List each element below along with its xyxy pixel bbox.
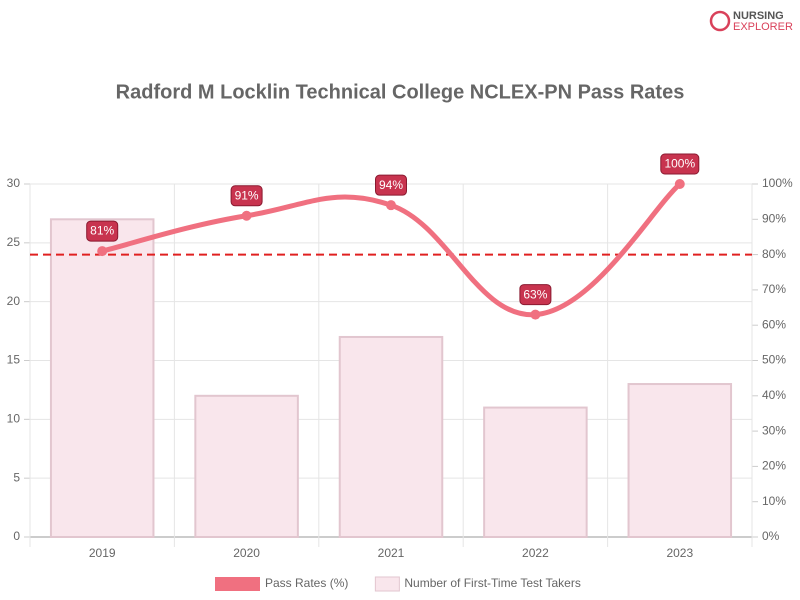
- x-tick-label: 2023: [666, 546, 693, 560]
- value-label: 81%: [90, 224, 114, 238]
- bar: [483, 406, 588, 539]
- bar: [49, 218, 155, 539]
- point: [674, 179, 685, 189]
- legend-swatch: [374, 576, 400, 592]
- y-tick-label: 25: [7, 235, 21, 249]
- logo-icon: [709, 10, 731, 32]
- logo-text: NURSING: [733, 10, 784, 22]
- point: [530, 309, 541, 320]
- legend-label: Number of First-Time Test Takers: [404, 576, 580, 590]
- bar: [627, 383, 733, 538]
- y2-tick-label: 20%: [762, 459, 786, 473]
- bar: [194, 394, 299, 538]
- chart-title: Radford M Locklin Technical College NCLE…: [116, 81, 685, 103]
- y2-tick-label: 100%: [762, 176, 793, 190]
- y2-tick-label: 70%: [762, 282, 786, 296]
- value-label-box: [86, 220, 119, 242]
- value-label-box: [375, 174, 407, 196]
- y2-tick-label: 90%: [762, 211, 786, 225]
- value-label-box: [230, 185, 263, 207]
- legend-label: Pass Rates (%): [265, 576, 348, 590]
- y-tick-label: 10: [7, 412, 21, 426]
- legend-swatch: [215, 577, 260, 591]
- y2-tick-label: 60%: [762, 317, 786, 331]
- y2-tick-label: 0%: [762, 529, 780, 543]
- logo-text: EXPLORER: [733, 21, 793, 33]
- y-tick-label: 0: [13, 529, 20, 543]
- y-tick-label: 30: [7, 176, 21, 190]
- x-tick-label: 2021: [378, 546, 405, 560]
- x-tick-label: 2020: [233, 546, 260, 560]
- value-label-box: [519, 284, 552, 306]
- y-tick-label: 15: [7, 353, 21, 367]
- value-label: 100%: [664, 157, 695, 171]
- line: [101, 182, 682, 318]
- y2-tick-label: 80%: [762, 247, 786, 261]
- value-label: 63%: [523, 287, 547, 301]
- point: [241, 210, 252, 221]
- point: [97, 246, 108, 257]
- value-label: 94%: [379, 178, 403, 192]
- x-tick-label: 2019: [89, 546, 116, 560]
- y2-tick-label: 30%: [762, 423, 786, 437]
- y2-tick-label: 50%: [762, 353, 786, 367]
- x-tick-label: 2022: [522, 546, 549, 560]
- logo: NURSING EXPLORER: [709, 10, 793, 33]
- y-tick-label: 5: [13, 470, 20, 484]
- value-label-box: [660, 153, 700, 175]
- y2-tick-label: 40%: [762, 388, 786, 402]
- y2-tick-label: 10%: [762, 494, 786, 508]
- y-tick-label: 20: [7, 294, 21, 308]
- point: [386, 200, 396, 211]
- bar: [338, 335, 444, 539]
- value-label: 91%: [235, 188, 259, 202]
